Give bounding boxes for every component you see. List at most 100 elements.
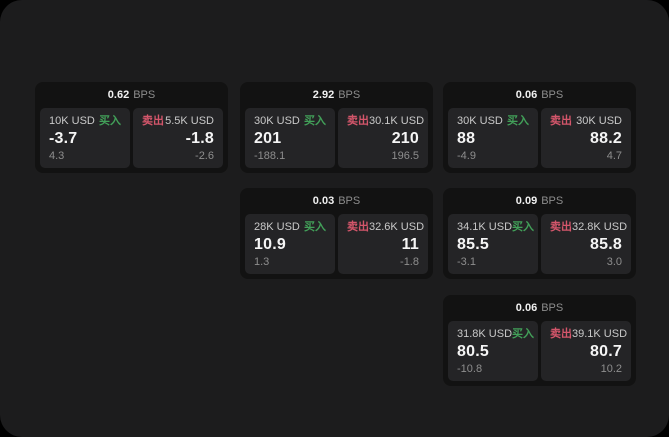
sell-delta: 10.2 — [600, 363, 622, 375]
buy-pane[interactable]: 28K USD 买入 10.9 1.3 — [245, 214, 335, 274]
buy-side-label: 买入 — [304, 221, 326, 233]
bps-unit-label: BPS — [338, 195, 361, 207]
sell-pane-header: 卖出 32.6K USD — [347, 221, 424, 233]
buy-value: 88 — [457, 130, 476, 147]
sell-pane-header: 卖出 5.5K USD — [142, 116, 214, 127]
buy-pane[interactable]: 10K USD 买入 -3.7 4.3 — [40, 108, 130, 168]
buy-side-label: 买入 — [512, 328, 535, 340]
buy-pane-header: 31.8K USD 买入 — [457, 328, 534, 340]
bps-unit-label: BPS — [133, 89, 156, 101]
quote-card[interactable]: 0.06 BPS 31.8K USD 买入 80.5 -10.8 卖出 39.1… — [443, 295, 636, 386]
sell-delta: -1.8 — [400, 256, 419, 268]
bps-value: 2.92 — [312, 89, 335, 101]
card-body: 34.1K USD 买入 85.5 -3.1 卖出 32.8K USD 85.8… — [443, 212, 636, 279]
sell-delta: -2.6 — [195, 150, 214, 162]
buy-pane[interactable]: 31.8K USD 买入 80.5 -10.8 — [448, 321, 538, 381]
buy-amount: 34.1K USD — [457, 221, 513, 233]
bps-value: 0.03 — [312, 195, 335, 207]
bps-value: 0.06 — [515, 302, 538, 314]
buy-value: 10.9 — [254, 236, 286, 253]
quote-card[interactable]: 0.03 BPS 28K USD 买入 10.9 1.3 卖出 32.6K US… — [240, 188, 433, 279]
bps-unit-label: BPS — [541, 89, 564, 101]
buy-value: 85.5 — [457, 236, 489, 253]
sell-pane-header: 卖出 39.1K USD — [550, 328, 627, 340]
sell-side-label: 卖出 — [347, 115, 369, 127]
buy-delta: 4.3 — [49, 150, 65, 162]
buy-pane-header: 30K USD 买入 — [254, 116, 326, 127]
sell-side-label: 卖出 — [142, 115, 164, 127]
sell-pane[interactable]: 卖出 30K USD 88.2 4.7 — [541, 108, 631, 168]
quote-card[interactable]: 0.09 BPS 34.1K USD 买入 85.5 -3.1 卖出 32.8K… — [443, 188, 636, 279]
sell-delta: 4.7 — [606, 150, 622, 162]
sell-value: -1.8 — [185, 130, 214, 147]
sell-amount: 32.6K USD — [369, 221, 425, 233]
card-header: 0.62 BPS — [35, 82, 228, 106]
sell-delta: 3.0 — [606, 256, 622, 268]
buy-pane-header: 10K USD 买入 — [49, 116, 121, 127]
buy-pane-header: 28K USD 买入 — [254, 222, 326, 233]
sell-pane-header: 卖出 30K USD — [550, 116, 622, 127]
sell-value: 80.7 — [590, 343, 622, 360]
sell-amount: 32.8K USD — [572, 221, 628, 233]
sell-side-label: 卖出 — [550, 221, 572, 233]
bps-value: 0.09 — [515, 195, 538, 207]
sell-pane[interactable]: 卖出 5.5K USD -1.8 -2.6 — [133, 108, 223, 168]
quote-card[interactable]: 2.92 BPS 30K USD 买入 201 -188.1 卖出 30.1K … — [240, 82, 433, 173]
sell-pane[interactable]: 卖出 32.8K USD 85.8 3.0 — [541, 214, 631, 274]
buy-pane[interactable]: 34.1K USD 买入 85.5 -3.1 — [448, 214, 538, 274]
sell-value: 88.2 — [590, 130, 622, 147]
sell-pane[interactable]: 卖出 30.1K USD 210 196.5 — [338, 108, 428, 168]
buy-delta: -3.1 — [457, 256, 476, 268]
card-header: 0.09 BPS — [443, 188, 636, 212]
buy-amount: 31.8K USD — [457, 328, 513, 340]
sell-pane-header: 卖出 30.1K USD — [347, 115, 424, 127]
sell-pane[interactable]: 卖出 32.6K USD 11 -1.8 — [338, 214, 428, 274]
buy-amount: 30K USD — [254, 115, 300, 127]
card-body: 30K USD 买入 201 -188.1 卖出 30.1K USD 210 1… — [240, 106, 433, 173]
buy-value: 201 — [254, 130, 282, 147]
sell-delta: 196.5 — [391, 150, 419, 162]
buy-pane[interactable]: 30K USD 买入 201 -188.1 — [245, 108, 335, 168]
buy-pane-header: 30K USD 买入 — [457, 116, 529, 127]
buy-delta: -10.8 — [457, 363, 483, 375]
sell-amount: 5.5K USD — [165, 115, 214, 127]
quote-card[interactable]: 0.62 BPS 10K USD 买入 -3.7 4.3 卖出 5.5K USD… — [35, 82, 228, 173]
card-header: 2.92 BPS — [240, 82, 433, 106]
buy-value: -3.7 — [49, 130, 78, 147]
sell-amount: 30.1K USD — [369, 115, 425, 127]
bps-unit-label: BPS — [541, 302, 564, 314]
buy-side-label: 买入 — [507, 115, 529, 127]
bps-value: 0.62 — [107, 89, 130, 101]
card-body: 28K USD 买入 10.9 1.3 卖出 32.6K USD 11 -1.8 — [240, 212, 433, 279]
buy-pane[interactable]: 30K USD 买入 88 -4.9 — [448, 108, 538, 168]
sell-pane[interactable]: 卖出 39.1K USD 80.7 10.2 — [541, 321, 631, 381]
sell-value: 11 — [401, 236, 419, 253]
sell-value: 210 — [391, 130, 419, 147]
buy-delta: 1.3 — [254, 256, 270, 268]
buy-side-label: 买入 — [99, 115, 121, 127]
card-header: 0.06 BPS — [443, 82, 636, 106]
buy-amount: 30K USD — [457, 115, 503, 127]
card-body: 30K USD 买入 88 -4.9 卖出 30K USD 88.2 4.7 — [443, 106, 636, 173]
sell-value: 85.8 — [590, 236, 622, 253]
buy-side-label: 买入 — [304, 115, 326, 127]
bps-unit-label: BPS — [541, 195, 564, 207]
sell-amount: 39.1K USD — [572, 328, 628, 340]
card-body: 31.8K USD 买入 80.5 -10.8 卖出 39.1K USD 80.… — [443, 319, 636, 386]
sell-side-label: 卖出 — [550, 115, 572, 127]
sell-pane-header: 卖出 32.8K USD — [550, 221, 627, 233]
card-header: 0.06 BPS — [443, 295, 636, 319]
sell-side-label: 卖出 — [550, 328, 572, 340]
quote-card[interactable]: 0.06 BPS 30K USD 买入 88 -4.9 卖出 30K USD 8… — [443, 82, 636, 173]
bps-value: 0.06 — [515, 89, 538, 101]
buy-delta: -4.9 — [457, 150, 476, 162]
buy-amount: 28K USD — [254, 221, 300, 233]
buy-value: 80.5 — [457, 343, 489, 360]
card-body: 10K USD 买入 -3.7 4.3 卖出 5.5K USD -1.8 -2.… — [35, 106, 228, 173]
buy-delta: -188.1 — [254, 150, 286, 162]
sell-amount: 30K USD — [576, 115, 622, 127]
sell-side-label: 卖出 — [347, 221, 369, 233]
buy-side-label: 买入 — [512, 221, 535, 233]
